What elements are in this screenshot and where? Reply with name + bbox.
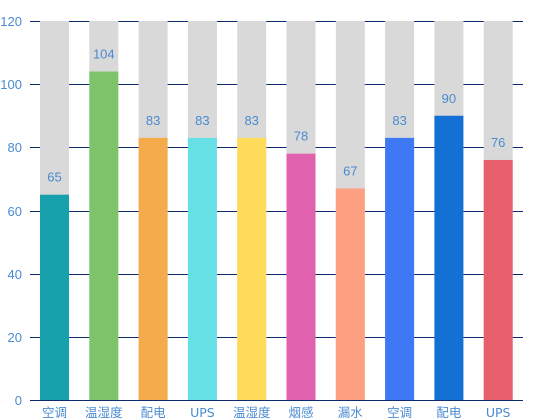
y-tick-label: 40 bbox=[8, 267, 22, 282]
y-axis-ticks: 0 20 40 60 80 100 120 bbox=[0, 14, 22, 408]
y-tick-label: 20 bbox=[8, 330, 22, 345]
x-tick-label: UPS bbox=[190, 405, 215, 420]
x-tick-label: 配电 bbox=[436, 405, 462, 420]
bar[interactable] bbox=[286, 153, 316, 400]
data-label: 65 bbox=[47, 170, 61, 185]
data-label: 83 bbox=[146, 113, 160, 128]
x-axis-ticks: 空调 温湿度 配电 UPS 温湿度 烟感 漏水 空调 配电 UPS bbox=[42, 405, 511, 420]
data-label: 83 bbox=[195, 113, 209, 128]
data-label: 90 bbox=[442, 91, 456, 106]
data-label: 67 bbox=[343, 163, 357, 178]
bar[interactable] bbox=[237, 137, 267, 400]
bar[interactable] bbox=[483, 159, 513, 400]
data-label: 104 bbox=[93, 47, 115, 62]
y-tick-label: 60 bbox=[8, 204, 22, 219]
x-tick-label: 温湿度 bbox=[85, 405, 123, 420]
data-label: 76 bbox=[491, 135, 505, 150]
data-label: 78 bbox=[294, 129, 308, 144]
data-bars bbox=[40, 71, 513, 401]
y-tick-label: 0 bbox=[15, 393, 22, 408]
bar[interactable] bbox=[89, 71, 119, 401]
data-label: 83 bbox=[244, 113, 258, 128]
bar[interactable] bbox=[40, 194, 69, 400]
bar[interactable] bbox=[434, 115, 464, 400]
bar[interactable] bbox=[187, 137, 217, 400]
bar[interactable] bbox=[385, 137, 415, 400]
data-label: 83 bbox=[392, 113, 406, 128]
x-tick-label: 烟感 bbox=[288, 405, 313, 420]
y-tick-label: 80 bbox=[8, 140, 22, 155]
x-tick-label: 空调 bbox=[387, 405, 412, 420]
x-tick-label: UPS bbox=[486, 405, 511, 420]
data-labels: 65 104 83 83 83 78 67 83 90 76 bbox=[47, 47, 505, 185]
x-tick-label: 漏水 bbox=[338, 405, 364, 420]
bar[interactable] bbox=[138, 137, 168, 400]
y-tick-label: 120 bbox=[0, 14, 22, 29]
x-tick-label: 配电 bbox=[141, 405, 167, 420]
x-tick-label: 空调 bbox=[42, 405, 67, 420]
y-tick-label: 100 bbox=[0, 77, 22, 92]
bar[interactable] bbox=[335, 188, 365, 400]
x-tick-label: 温湿度 bbox=[233, 405, 271, 420]
